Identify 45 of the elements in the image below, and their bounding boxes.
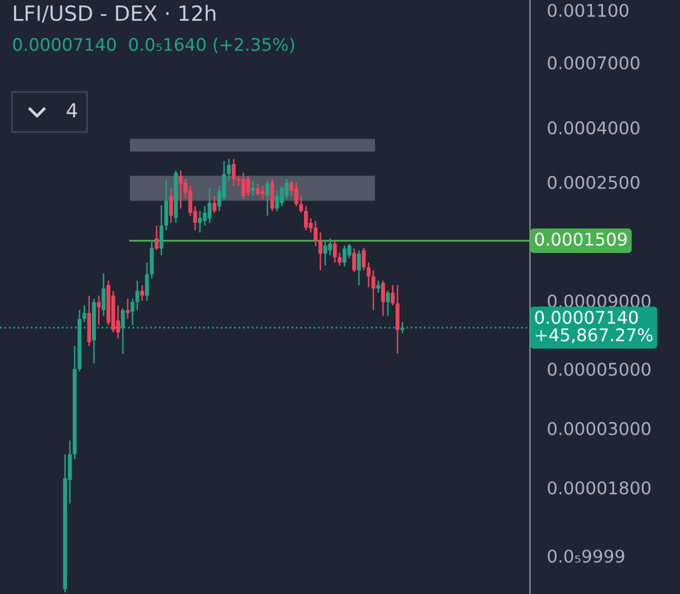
candlestick [145,262,149,302]
candlestick [251,180,255,197]
candlestick [82,304,86,323]
candlestick [338,252,342,266]
candlestick [126,298,130,320]
y-tick-label: 0.0007000 [548,56,640,70]
y-tick-label: 0.00003000 [548,422,650,436]
candlestick [140,284,144,302]
candlestick [357,250,361,286]
y-tick-label: 0.001100 [548,4,628,17]
y-tick-label: 0.0004000 [548,121,640,134]
candlestick [226,158,231,182]
annotation: 4 [66,103,78,118]
ref-line-label: 0.0001509 [535,232,627,246]
ref-line-label: 0.00007140 +45,867.27% [535,310,652,344]
candlestick [366,262,371,288]
candlestick [390,284,395,306]
candlestick [265,180,270,217]
candlestick [154,224,159,251]
chart-title: LFI/USD - DEX · 12h [14,4,216,23]
candlestick [135,280,140,311]
text: 0.00007140 0.0₅1640 (+2.35%) [13,38,294,54]
candlestick [362,247,366,271]
candlestick [332,240,337,264]
candlestick [376,280,380,294]
candlestick [232,158,236,187]
y-tick-label: 0.0002500 [548,176,640,189]
candlestick [130,298,134,326]
y-tick-label: 0.00005000 [548,362,650,376]
candlestick [169,188,173,224]
candlestick [96,295,101,326]
candlestick [371,270,376,311]
candlestick [400,321,404,334]
y-tick-label: 0.00001800 [548,481,650,494]
y-tick-label: 0.0₅9999 [548,550,624,563]
candlestick [352,248,356,273]
candlestick [120,307,125,354]
candlestick [299,195,304,214]
candlestick [386,290,390,317]
candlestick [318,232,322,271]
candlestick [159,204,164,256]
y-tick-label: 0.00009000 [548,294,650,308]
candlestick [381,280,385,317]
candlestick [212,195,216,214]
candlestick [102,272,106,317]
